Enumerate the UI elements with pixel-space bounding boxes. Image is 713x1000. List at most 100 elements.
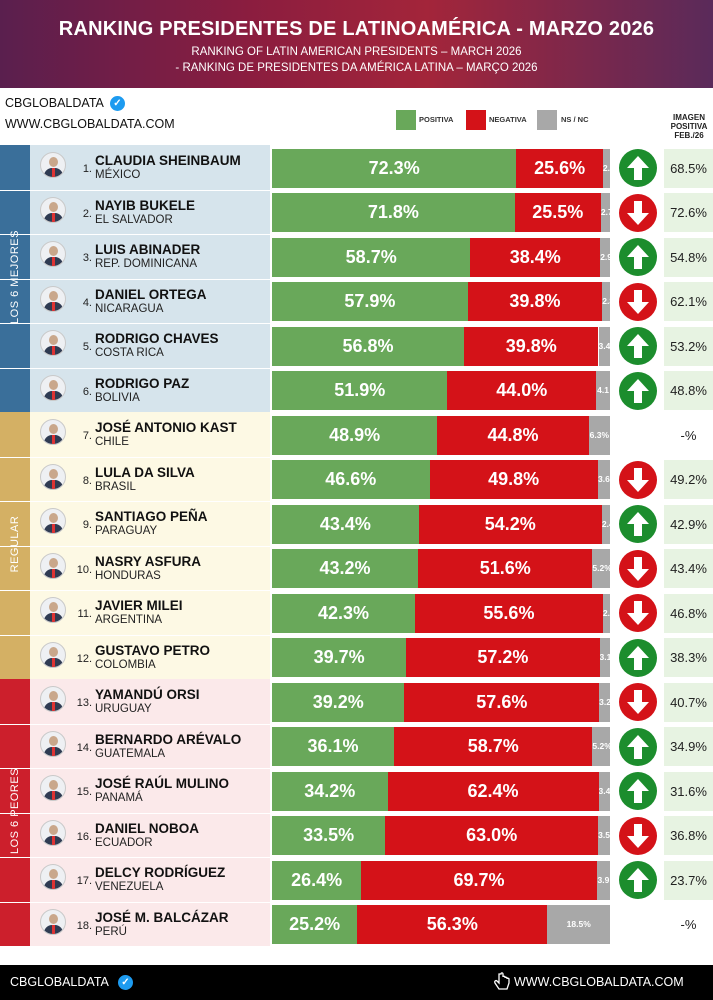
rank-number: 17. xyxy=(76,875,92,887)
row-separator xyxy=(0,234,270,235)
avatar-sash xyxy=(52,390,55,400)
rank-number: 5. xyxy=(82,341,92,353)
president-name: JOSÉ M. BALCÁZAR xyxy=(95,909,229,925)
row-separator xyxy=(0,323,270,324)
bar-negative: 39.8% xyxy=(467,282,603,321)
group-label-regular: REGULAR xyxy=(9,515,21,573)
image-feb-value: -% xyxy=(664,905,713,944)
bar-nsnc-label: 2.3 xyxy=(602,296,610,306)
image-feb-value: 42.9% xyxy=(664,504,713,544)
bar-nsnc: 2.3 xyxy=(602,282,610,321)
avatar-sash xyxy=(52,835,55,845)
bar-positive: 39.2% xyxy=(272,682,405,722)
bar-negative-label: 44.8% xyxy=(487,424,539,445)
bar-positive-label: 58.7% xyxy=(345,246,397,267)
bar-nsnc: 4.1 xyxy=(596,371,610,410)
bar-nsnc: 3.4 xyxy=(598,326,610,366)
arrow-down-icon xyxy=(619,816,657,855)
arrow-up-icon xyxy=(619,861,657,899)
president-country: CHILE xyxy=(95,436,129,448)
bar-positive-label: 39.2% xyxy=(312,691,364,712)
page-subtitle-en: RANKING OF LATIN AMERICAN PRESIDENTS – M… xyxy=(191,46,522,58)
bar-negative-label: 58.7% xyxy=(467,736,519,756)
arrow-down-icon xyxy=(619,282,657,321)
footer-brand-name: CBGLOBALDATA xyxy=(10,975,109,989)
arrow-up-icon xyxy=(619,149,657,187)
brand-url[interactable]: WWW.CBGLOBALDATA.COM xyxy=(5,117,175,131)
avatar xyxy=(40,330,66,356)
bar-nsnc: 2.1 xyxy=(602,148,610,188)
bar-positive-label: 71.8% xyxy=(367,202,419,222)
president-name: JAVIER MILEI xyxy=(95,598,183,613)
avatar xyxy=(40,508,66,534)
president-name: SANTIAGO PEÑA xyxy=(95,509,208,524)
bar-nsnc: 6.3% xyxy=(588,415,610,455)
avatar xyxy=(40,241,66,267)
avatar-head xyxy=(49,869,58,879)
bar-negative-label: 51.6% xyxy=(479,558,531,578)
bar-nsnc: 2.7 xyxy=(600,193,610,232)
bar-negative: 54.2% xyxy=(418,504,602,544)
avatar-head xyxy=(49,513,58,523)
avatar xyxy=(40,597,66,623)
bar-positive: 71.8% xyxy=(272,193,515,232)
avatar-sash xyxy=(52,168,55,177)
president-name: NAYIB BUKELE xyxy=(95,197,196,213)
bar-positive-label: 42.3% xyxy=(317,602,369,623)
image-feb-value: 72.6% xyxy=(664,193,713,232)
bar-nsnc-label: 2.7 xyxy=(600,207,610,217)
president-country: ARGENTINA xyxy=(95,614,163,626)
bar-nsnc: 3.5 xyxy=(598,816,610,855)
bar-negative: 58.7% xyxy=(394,727,593,766)
bar-negative-label: 39.8% xyxy=(505,335,557,356)
avatar xyxy=(40,552,66,579)
bar-positive: 26.4% xyxy=(272,860,362,900)
avatar-sash xyxy=(52,702,55,711)
arrow-down-icon xyxy=(619,594,657,632)
arrow-up-icon xyxy=(619,638,657,677)
avatar xyxy=(40,819,66,846)
bar-nsnc-label: 3.4 xyxy=(598,340,610,351)
bar-nsnc-label: 5.2% xyxy=(592,741,610,751)
rank-number: 10. xyxy=(76,563,92,576)
avatar xyxy=(40,908,66,935)
avatar-head xyxy=(49,824,58,835)
bar-positive: 56.8% xyxy=(272,326,464,366)
president-name: NASRY ASFURA xyxy=(95,553,202,569)
president-country: MÉXICO xyxy=(95,169,141,181)
image-feb-value: -% xyxy=(664,415,713,455)
bar-negative: 57.6% xyxy=(404,682,600,722)
page-title: RANKING PRESIDENTES DE LATINOAMÉRICA - M… xyxy=(58,18,655,40)
row-separator xyxy=(0,812,270,814)
bar-negative: 38.4% xyxy=(470,237,601,277)
bar-negative-label: 44.0% xyxy=(496,380,548,400)
row-separator xyxy=(0,901,270,903)
bar-nsnc: 3.4 xyxy=(598,771,610,811)
avatar-head xyxy=(49,379,58,390)
avatar-head xyxy=(49,602,58,612)
footer-url[interactable]: WWW.CBGLOBALDATA.COM xyxy=(514,975,684,989)
bar-negative: 25.6% xyxy=(516,148,603,188)
president-name: GUSTAVO PETRO xyxy=(95,642,211,658)
group-label-best: LOS 6 MEJORES xyxy=(9,230,21,324)
image-feb-value: 68.5% xyxy=(664,148,713,188)
arrow-down-icon xyxy=(619,193,657,232)
avatar xyxy=(40,285,66,312)
rank-number: 14. xyxy=(76,741,92,754)
bar-negative: 56.3% xyxy=(357,905,548,944)
bar-negative-label: 25.6% xyxy=(534,157,586,178)
bar-nsnc-label: 6.3% xyxy=(589,429,610,440)
bar-positive: 34.2% xyxy=(272,771,388,811)
president-country: VENEZUELA xyxy=(95,881,164,893)
bar-positive: 25.2% xyxy=(272,905,358,944)
bar-negative-label: 25.5% xyxy=(532,202,584,222)
image-feb-value: 46.8% xyxy=(664,593,713,633)
bar-positive: 42.3% xyxy=(272,593,415,633)
row-separator xyxy=(0,590,270,591)
rank-number: 11. xyxy=(77,608,92,620)
bar-positive-label: 34.2% xyxy=(304,780,356,801)
president-country: BOLIVIA xyxy=(95,391,140,404)
row-separator xyxy=(0,634,270,636)
rank-number: 18. xyxy=(76,919,92,932)
row-separator xyxy=(0,278,270,280)
